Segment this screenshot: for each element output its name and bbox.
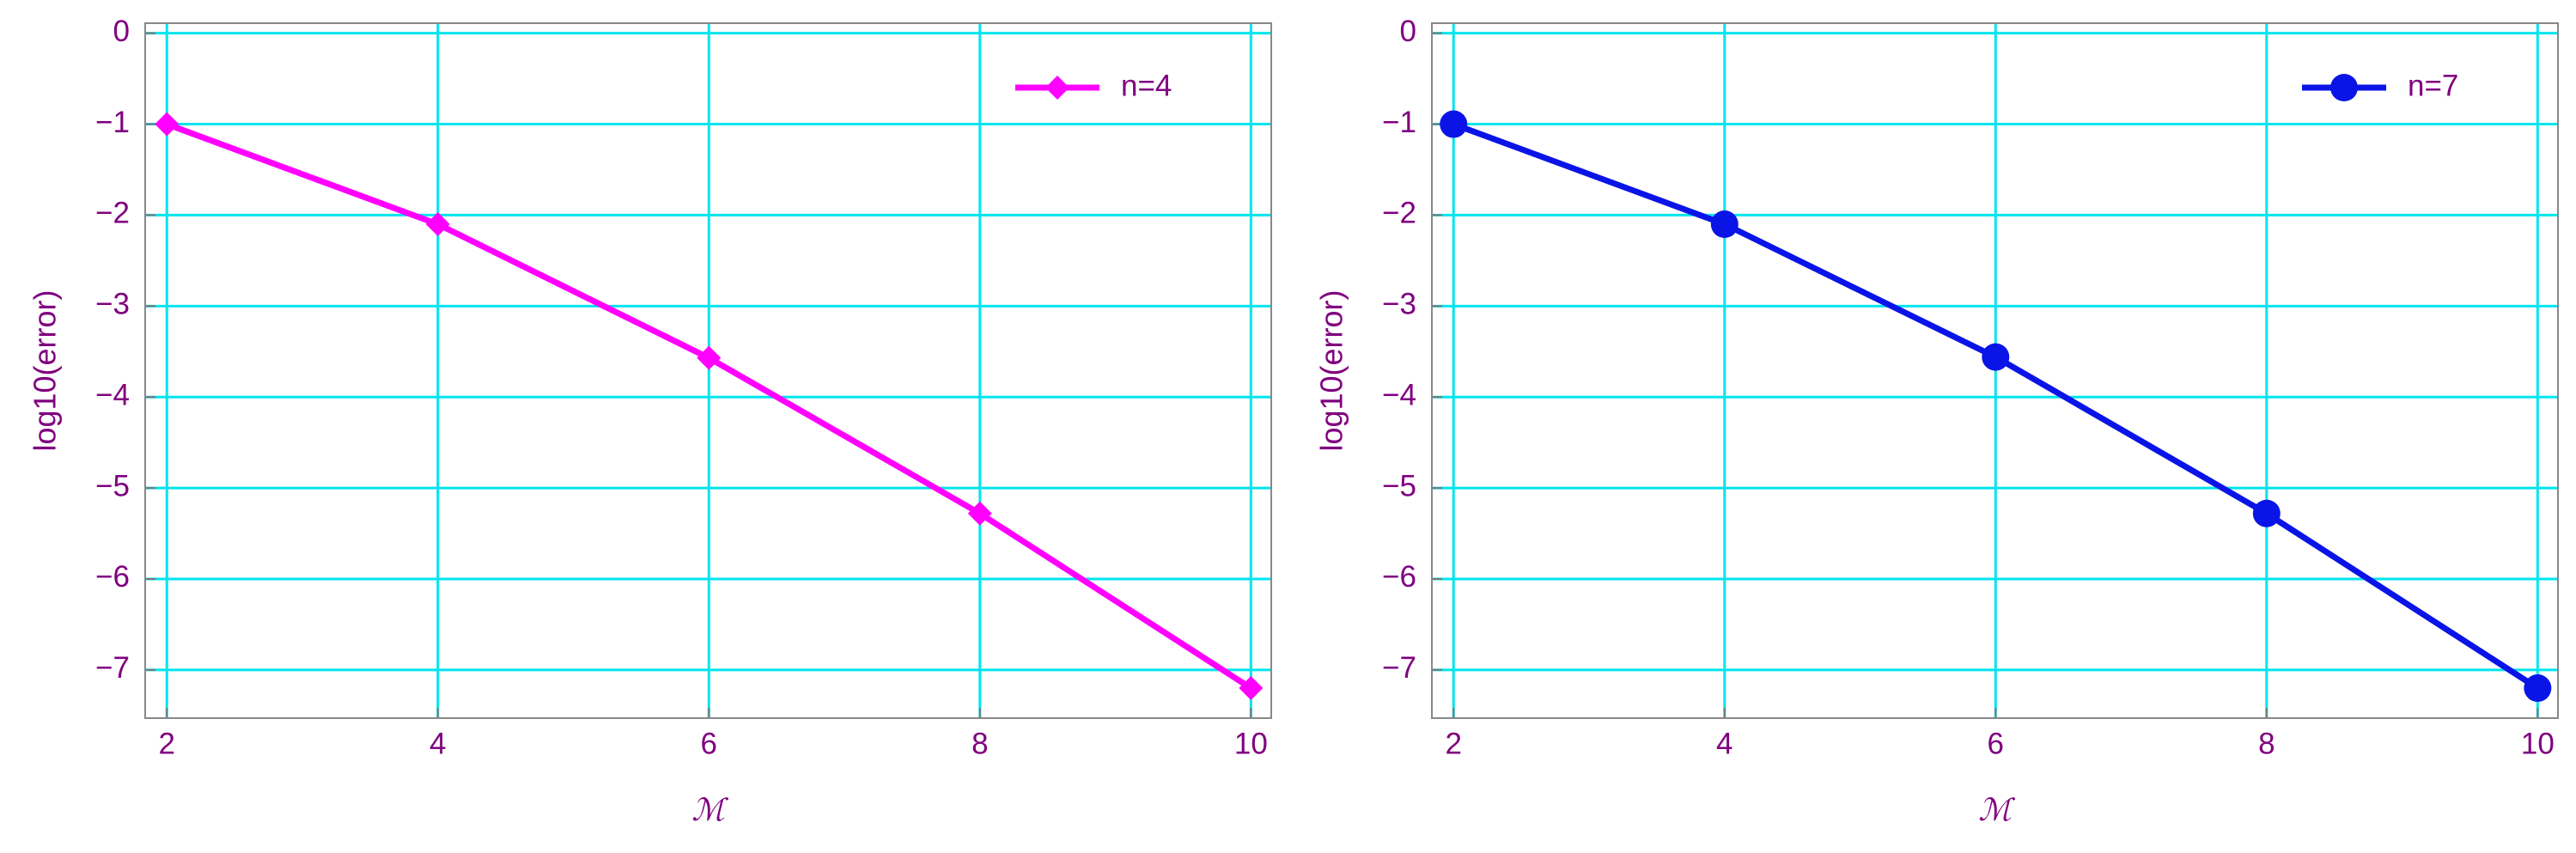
marker <box>155 112 180 137</box>
marker <box>2252 499 2281 527</box>
y-tick-label: −6 <box>95 560 130 594</box>
y-tick-label: −6 <box>1382 560 1416 594</box>
x-tick-label: 4 <box>429 727 446 760</box>
x-tick-label: 6 <box>701 727 717 760</box>
legend-marker <box>2330 74 2358 101</box>
y-tick-label: −2 <box>1382 197 1416 230</box>
y-tick-label: −3 <box>95 288 130 321</box>
marker <box>1982 343 2010 371</box>
plot-frame <box>144 22 1272 719</box>
y-tick-label: −7 <box>1382 651 1416 685</box>
y-axis-label: log10(error) <box>1314 289 1349 451</box>
y-tick-label: −1 <box>95 106 130 139</box>
plot-frame <box>1431 22 2559 719</box>
x-tick-label: 10 <box>1234 727 1268 760</box>
y-tick-label: −5 <box>95 469 130 503</box>
marker <box>967 501 992 526</box>
y-tick-label: −4 <box>1382 378 1416 411</box>
x-tick-label: 4 <box>1716 727 1733 760</box>
legend-label: n=4 <box>1121 69 1172 102</box>
x-axis-label: ℳ <box>1978 793 2015 828</box>
x-tick-label: 8 <box>971 727 988 760</box>
legend-marker <box>2330 74 2358 101</box>
y-tick-label: −1 <box>1382 106 1416 139</box>
marker <box>2524 674 2552 703</box>
y-tick-label: −3 <box>1382 288 1416 321</box>
y-tick-label: −7 <box>95 651 130 685</box>
y-tick-label: −2 <box>95 197 130 230</box>
legend-marker <box>1045 76 1069 100</box>
y-tick-label: 0 <box>1400 15 1416 48</box>
y-axis-label: log10(error) <box>27 289 63 451</box>
x-axis-label: ℳ <box>691 793 728 828</box>
x-tick-label: 2 <box>1446 727 1462 760</box>
marker <box>1440 110 1468 138</box>
x-tick-label: 6 <box>1988 727 2004 760</box>
legend-label: n=7 <box>2408 69 2458 102</box>
y-tick-label: −4 <box>95 378 130 411</box>
marker <box>1710 210 1739 239</box>
x-tick-label: 10 <box>2521 727 2555 760</box>
y-tick-label: 0 <box>113 15 130 48</box>
x-tick-label: 8 <box>2258 727 2275 760</box>
marker <box>425 212 450 237</box>
marker <box>697 345 722 370</box>
y-tick-label: −5 <box>1382 469 1416 503</box>
marker <box>1239 676 1264 701</box>
x-tick-label: 2 <box>159 727 175 760</box>
legend-marker <box>1045 76 1069 100</box>
